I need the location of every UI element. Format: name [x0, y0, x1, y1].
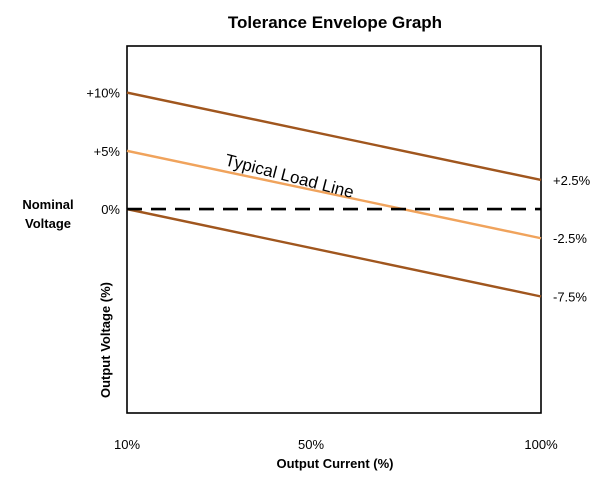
y-tick-label-left-3: 0% [101, 202, 120, 217]
y-tick-label-left-2: +5% [94, 144, 121, 159]
chart-title: Tolerance Envelope Graph [228, 13, 442, 32]
y-tick-label-right-2: -2.5% [553, 231, 587, 246]
y-tick-label-right-1: +2.5% [553, 173, 591, 188]
nominal-voltage-label-line2: Voltage [25, 216, 71, 231]
tick-layer: 10% 50% 100% +10% +5% 0% +2.5% -2.5% -7.5% [86, 86, 590, 452]
series-line-1 [126, 91, 542, 182]
y-tick-label-right-3: -7.5% [553, 289, 587, 304]
x-tick-label-1: 10% [114, 437, 140, 452]
series-layer [126, 91, 542, 298]
plot-area [126, 45, 542, 414]
x-tick-label-2: 50% [298, 437, 324, 452]
x-tick-label-3: 100% [524, 437, 558, 452]
series-line-3 [126, 207, 542, 298]
y-tick-label-left-1: +10% [86, 86, 120, 101]
x-axis-title: Output Current (%) [277, 456, 394, 471]
series-line-2 [126, 149, 542, 240]
nominal-voltage-label-line1: Nominal [22, 197, 73, 212]
y-axis-title: Output Voltage (%) [98, 282, 113, 398]
